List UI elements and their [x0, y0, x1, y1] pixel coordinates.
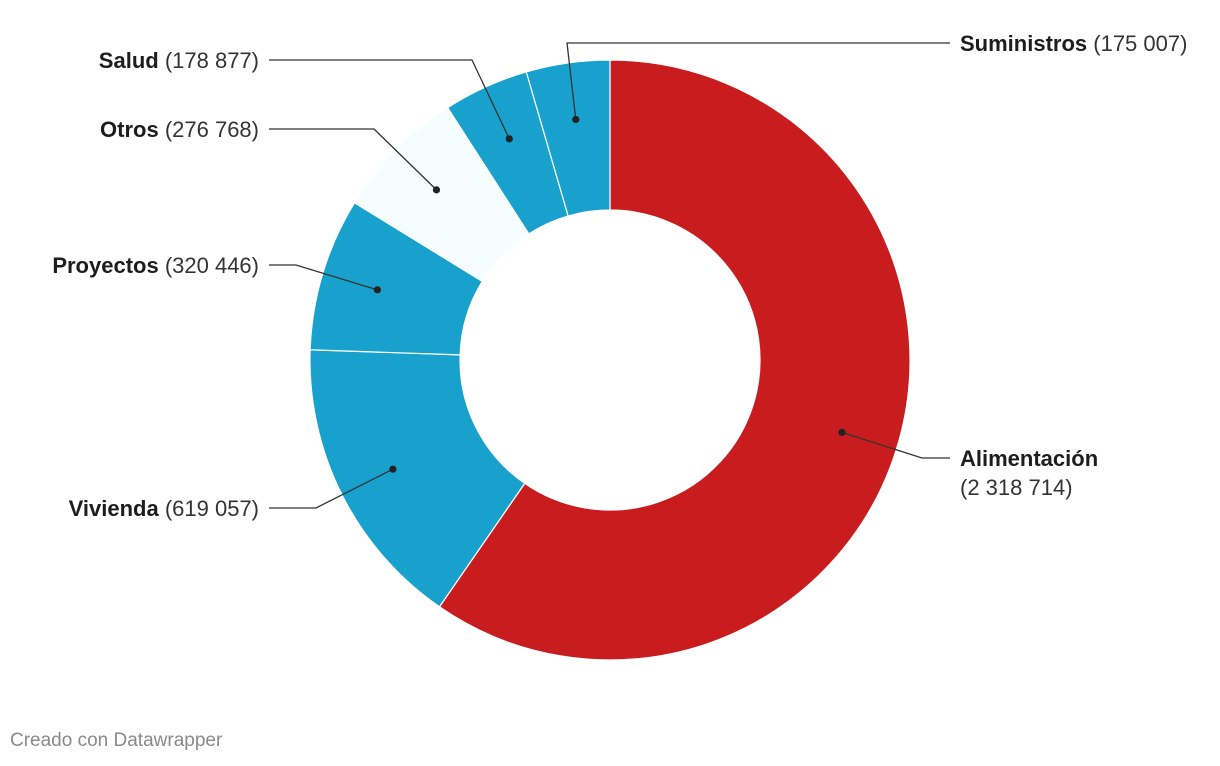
leader-line-suministros: [566, 42, 950, 120]
label-proyectos: Proyectos (320 446): [52, 253, 259, 278]
label-suministros: Suministros (175 007): [960, 31, 1187, 56]
label-alimentacion: Alimentación (2 318 714): [960, 446, 1098, 500]
label-value-proyectos: (320 446): [159, 253, 259, 278]
leader-dot-proyectos: [373, 286, 381, 294]
leader-line-alimentacion: [841, 431, 950, 459]
label-name-vivienda: Vivienda: [69, 496, 160, 521]
donut-slices: [309, 59, 911, 661]
label-name-salud: Salud: [99, 48, 159, 73]
leader-line-proyectos: [269, 264, 378, 291]
label-value-alimentacion: (2 318 714): [960, 475, 1073, 500]
label-value-otros: (276 768): [159, 117, 259, 142]
leader-dot-otros: [432, 186, 441, 194]
leader-lines: [269, 42, 950, 509]
label-name-alimentacion: Alimentación: [960, 446, 1098, 471]
slice-labels: Alimentación (2 318 714) Vivienda (619 057…: [52, 31, 1187, 521]
credit-text[interactable]: Creado con Datawrapper: [10, 730, 223, 751]
leader-line-otros: [269, 128, 437, 191]
label-vivienda: Vivienda (619 057): [69, 496, 259, 521]
slice-alimentacion[interactable]: [438, 59, 911, 661]
leader-line-vivienda: [269, 468, 394, 509]
leader-dot-vivienda: [389, 465, 397, 473]
label-value-suministros: (175 007): [1087, 31, 1187, 56]
leader-line-salud: [269, 59, 510, 140]
label-salud: Salud (178 877): [99, 48, 259, 73]
leader-dot-salud: [505, 135, 513, 143]
label-name-otros: Otros: [100, 117, 159, 142]
label-otros: Otros (276 768): [100, 117, 259, 142]
label-value-salud: (178 877): [159, 48, 259, 73]
label-value-vivienda: (619 057): [159, 496, 259, 521]
slice-suministros[interactable]: [525, 59, 611, 217]
leader-dot-alimentacion: [838, 428, 846, 436]
leader-dot-suministros: [572, 115, 580, 124]
label-name-proyectos: Proyectos: [52, 253, 158, 278]
label-name-suministros: Suministros: [960, 31, 1087, 56]
slice-vivienda[interactable]: [309, 349, 526, 608]
